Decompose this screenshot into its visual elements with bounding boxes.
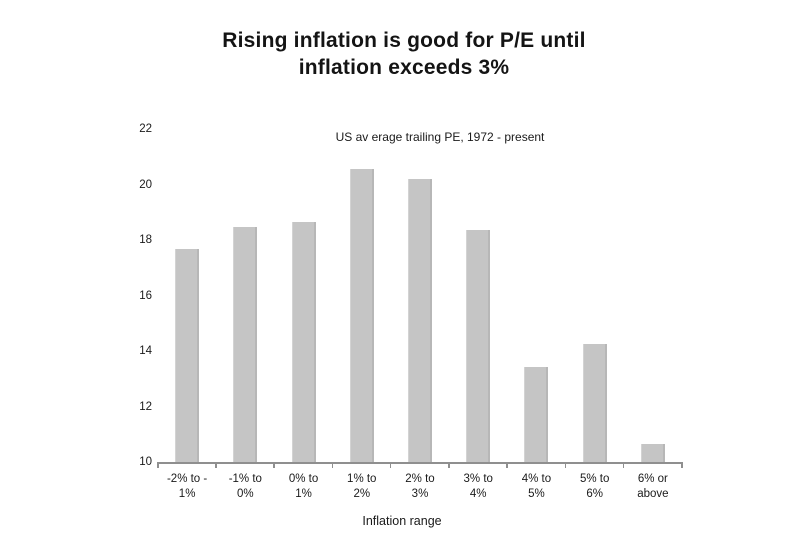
x-category-label-line: 6% or [637,473,668,485]
x-category-label: -2% to - 1% [156,472,218,502]
x-axis-tick [681,463,683,468]
x-category-label-line: 2% to [405,473,435,485]
bar-5% to 6% [582,343,607,463]
bar-0% to 1% [291,221,316,463]
bar-4% to 5% [524,367,549,463]
x-axis-tick [564,463,567,468]
x-category-label: 4% to 5% [505,472,567,502]
x-axis-tick [389,463,392,468]
y-tick-label: 20 [139,178,152,191]
x-category-label-line: 5% to [579,473,610,485]
x-category-label-line: 1% [178,488,196,500]
x-category-label: -1% to 0% [214,472,276,502]
x-axis-tick [331,463,334,468]
x-axis-tick [273,463,275,468]
bar--1% to 0% [233,227,258,463]
x-category-label-line: 5% [528,488,545,500]
x-category-label: 2% to 3% [389,472,451,502]
x-axis-tick [506,463,508,468]
x-category-label: 3% to 4% [447,472,509,502]
x-category-label-line: 1% to [347,473,377,485]
x-category-label: 1% to 2% [331,472,393,502]
x-category-label-line: 2% [353,488,371,500]
y-tick-label: 12 [139,400,152,413]
x-category-label-line: 6% [586,488,603,500]
x-category-label-line: 4% [469,488,487,500]
chart-subtitle: US av erage trailing PE, 1972 - present [335,130,545,144]
x-category-label: 6% or above [622,472,684,502]
bar-1% to 2% [349,168,374,463]
x-category-label-line: 3% to [463,473,493,485]
x-axis-title: Inflation range [362,514,442,528]
x-category-label-line: above [637,488,669,500]
bar-6% or above [640,443,665,463]
x-category-label-line: 0% to [288,473,319,485]
y-tick-label: 10 [139,456,152,468]
y-tick-label: 14 [139,345,152,357]
x-category-label-line: -2% to - [166,473,208,485]
x-axis-tick [215,463,217,468]
chart-title-line1: Rising inflation is good for P/E until [222,29,586,52]
x-axis-tick [157,463,159,468]
y-tick-label: 16 [139,289,152,302]
x-axis-tick [448,463,450,468]
chart-title-line2: inflation exceeds 3% [298,56,510,79]
x-category-label-line: 3% [411,488,429,500]
y-tick-label: 18 [139,234,152,246]
x-category-label: 5% to 6% [564,472,626,502]
y-tick-label: 22 [139,123,152,135]
x-category-label-line: -1% to [228,473,262,485]
bar--2% to -1% [175,249,200,463]
x-axis-tick [622,463,625,468]
x-category-label: 0% to 1% [272,472,334,502]
bar-3% to 4% [466,229,491,463]
x-category-label-line: 4% to [521,473,552,485]
x-category-label-line: 0% [237,488,254,500]
x-category-label-line: 1% [295,488,312,500]
x-axis-line [157,462,683,464]
chart-title: Rising inflation is good for P/E until i… [0,27,808,81]
bar-2% to 3% [408,178,432,463]
